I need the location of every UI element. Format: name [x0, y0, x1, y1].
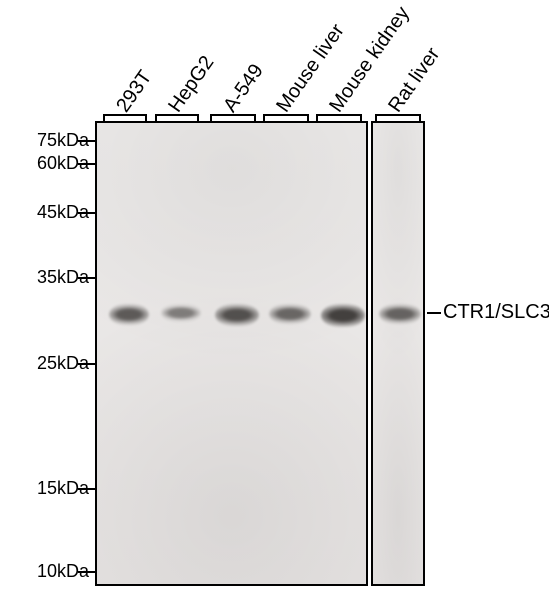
band	[269, 304, 311, 324]
blot-panel-main	[95, 121, 368, 586]
lane-underline	[210, 114, 256, 116]
lane-underline	[155, 114, 199, 116]
lane-underline	[103, 114, 147, 116]
protein-label-tick	[427, 312, 441, 314]
band	[379, 304, 421, 324]
band	[321, 304, 365, 327]
lane-underline	[375, 114, 421, 116]
lane-label: A-549	[219, 60, 268, 117]
band	[109, 304, 149, 325]
marker-tick	[78, 363, 95, 365]
lane-underline	[263, 114, 309, 116]
lane-underline	[316, 114, 362, 116]
band	[161, 304, 201, 322]
blot-shade	[97, 123, 366, 584]
western-blot-figure: 293THepG2A-549Mouse liverMouse kidneyRat…	[0, 0, 549, 608]
marker-tick	[78, 571, 95, 573]
protein-label: CTR1/SLC31A1	[443, 301, 549, 324]
lane-label: Rat liver	[384, 44, 445, 117]
lane-label: 293T	[112, 66, 157, 117]
marker-tick	[78, 212, 95, 214]
marker-tick	[78, 488, 95, 490]
lane-label: HepG2	[164, 52, 219, 117]
band	[215, 304, 259, 326]
blot-shade	[373, 123, 423, 584]
marker-tick	[78, 140, 95, 142]
blot-panel-side	[371, 121, 425, 586]
marker-tick	[78, 277, 95, 279]
marker-tick	[78, 163, 95, 165]
